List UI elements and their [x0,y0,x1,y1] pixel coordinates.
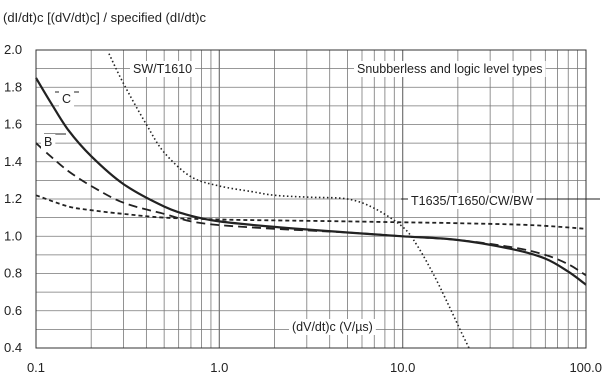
annotation-bg [408,193,537,209]
annotation-text: C [62,92,71,106]
annotation-4: B [41,133,66,150]
y-tick-label: 0.6 [4,303,22,318]
y-tick-label: 1.0 [4,228,22,243]
annotations: SW/T1610 Snubberless and logic level type… [41,61,600,335]
x-tick-label: 100.0 [569,360,602,375]
y-tick-label: 2.0 [4,42,22,57]
annotation-1: Snubberless and logic level types [354,61,546,77]
x-tick-label: 10.0 [390,360,415,375]
y-tick-label: 1.2 [4,191,22,206]
annotation-5: (dV/dt)c (V/µs) [289,319,376,335]
annotation-bg [354,61,546,77]
annotation-text: SW/T1610 [133,62,192,76]
annotation-bg [59,91,75,107]
annotation-2: T1635/T1650/CW/BW [401,193,600,209]
annotation-text: (dV/dt)c (V/µs) [292,320,373,334]
annotation-bg [289,319,376,335]
tick-labels: 0.4 0.6 0.8 1.0 1.2 1.4 1.6 1.8 2.0 0.1 1.0 10.0 100… [4,42,602,375]
series-line-1 [35,142,587,277]
chart-title: (dI/dt)c [(dV/dt)c] / specified (dI/dt)c [3,10,207,25]
series-layer [35,53,587,349]
y-tick-label: 1.6 [4,117,22,132]
y-tick-label: 0.4 [4,340,22,355]
annotation-bg [130,61,196,77]
series-line-0 [35,77,587,286]
y-tick-label: 1.4 [4,154,22,169]
y-tick-label: 1.8 [4,79,22,94]
annotation-text: T1635/T1650/CW/BW [411,194,533,208]
annotation-0: SW/T1610 [130,61,196,77]
y-tick-label: 0.8 [4,266,22,281]
annotation-bg [41,134,56,150]
x-tick-label: 1.0 [210,360,228,375]
series-line-2 [35,194,587,230]
annotation-3: C [55,91,79,107]
series-line-3 [108,53,470,349]
annotation-text: B [44,135,52,149]
annotation-text: Snubberless and logic level types [357,62,543,76]
x-tick-label: 0.1 [27,360,45,375]
